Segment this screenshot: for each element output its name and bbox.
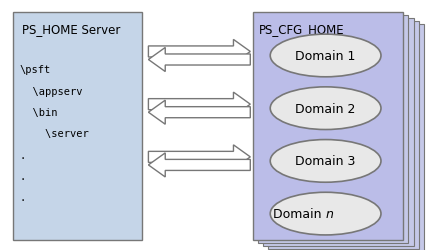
Polygon shape <box>148 153 250 177</box>
Text: .: . <box>20 192 26 202</box>
Ellipse shape <box>270 192 381 235</box>
Text: \server: \server <box>20 129 89 139</box>
FancyBboxPatch shape <box>253 12 403 240</box>
Text: \appserv: \appserv <box>20 86 82 96</box>
Text: Domain 2: Domain 2 <box>295 102 356 115</box>
Polygon shape <box>148 48 250 72</box>
FancyBboxPatch shape <box>274 24 424 250</box>
FancyBboxPatch shape <box>258 16 408 243</box>
Text: PS_CFG_HOME: PS_CFG_HOME <box>259 22 345 36</box>
Ellipse shape <box>270 35 381 78</box>
Text: PS_HOME Server: PS_HOME Server <box>22 22 120 36</box>
Ellipse shape <box>270 140 381 182</box>
Polygon shape <box>148 101 250 125</box>
FancyBboxPatch shape <box>13 12 142 240</box>
Text: Domain: Domain <box>273 207 326 220</box>
Polygon shape <box>148 40 250 64</box>
Text: .: . <box>20 150 26 160</box>
Polygon shape <box>148 93 250 117</box>
FancyBboxPatch shape <box>263 18 414 246</box>
Text: Domain 1: Domain 1 <box>295 50 356 63</box>
Text: \psft: \psft <box>20 65 51 75</box>
Text: n: n <box>326 207 334 220</box>
Ellipse shape <box>270 88 381 130</box>
FancyBboxPatch shape <box>268 22 419 249</box>
Text: \bin: \bin <box>20 108 58 118</box>
Text: Domain 3: Domain 3 <box>295 155 356 168</box>
Polygon shape <box>148 145 250 169</box>
Text: .: . <box>20 171 26 181</box>
